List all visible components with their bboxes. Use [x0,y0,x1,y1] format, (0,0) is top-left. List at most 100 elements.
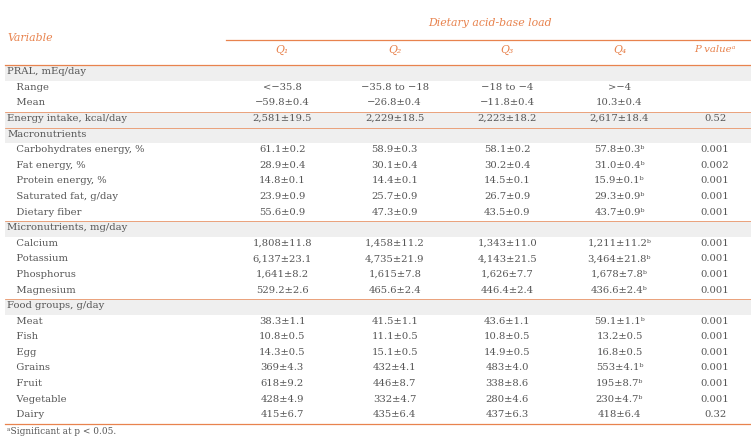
Text: 3,464±21.8ᵇ: 3,464±21.8ᵇ [588,254,651,263]
Text: 2,223±18.2: 2,223±18.2 [478,114,537,123]
Text: Fruit: Fruit [8,379,42,388]
Text: 43.7±0.9ᵇ: 43.7±0.9ᵇ [594,208,644,217]
Text: 28.9±0.4: 28.9±0.4 [259,161,305,170]
Text: 446.4±2.4: 446.4±2.4 [481,286,534,294]
Text: 195±8.7ᵇ: 195±8.7ᵇ [596,379,643,388]
Bar [5,221,752,237]
Text: 1,458±11.2: 1,458±11.2 [365,239,425,248]
Text: 230±4.7ᵇ: 230±4.7ᵇ [596,395,643,404]
Text: 0.001: 0.001 [701,332,729,341]
Text: 47.3±0.9: 47.3±0.9 [371,208,418,217]
Text: 2,581±19.5: 2,581±19.5 [253,114,312,123]
Text: Energy intake, kcal/day: Energy intake, kcal/day [8,114,127,123]
Text: 1,615±7.8: 1,615±7.8 [368,270,421,279]
Text: 483±4.0: 483±4.0 [485,364,529,372]
Text: 436.6±2.4ᵇ: 436.6±2.4ᵇ [591,286,648,294]
Text: 0.001: 0.001 [701,348,729,357]
Text: 1,211±11.2ᵇ: 1,211±11.2ᵇ [587,239,651,248]
Text: 14.4±0.1: 14.4±0.1 [371,177,418,185]
Text: 0.001: 0.001 [701,192,729,201]
Text: 428±4.9: 428±4.9 [261,395,304,404]
Text: Q₃: Q₃ [501,46,514,56]
Text: 435±6.4: 435±6.4 [373,410,417,419]
Text: 4,735±21.9: 4,735±21.9 [365,254,424,263]
Text: Phosphorus: Phosphorus [8,270,76,279]
Text: 25.7±0.9: 25.7±0.9 [371,192,418,201]
Text: 0.001: 0.001 [701,317,729,326]
Text: 0.001: 0.001 [701,239,729,248]
Text: Egg: Egg [8,348,37,357]
Text: 10.8±0.5: 10.8±0.5 [484,332,530,341]
Text: 0.001: 0.001 [701,379,729,388]
Text: 14.5±0.1: 14.5±0.1 [484,177,530,185]
Text: 338±8.6: 338±8.6 [486,379,529,388]
Text: 0.52: 0.52 [704,114,726,123]
Text: 0.001: 0.001 [701,270,729,279]
Text: 59.1±1.1ᵇ: 59.1±1.1ᵇ [594,317,645,326]
Text: Vegetable: Vegetable [8,395,67,404]
Text: Fish: Fish [8,332,38,341]
Text: −35.8 to −18: −35.8 to −18 [361,83,429,92]
Text: 30.1±0.4: 30.1±0.4 [371,161,418,170]
Text: 1,808±11.8: 1,808±11.8 [253,239,312,248]
Text: Variable: Variable [8,33,53,43]
Text: <−35.8: <−35.8 [263,83,302,92]
Text: 332±4.7: 332±4.7 [373,395,417,404]
Text: 0.001: 0.001 [701,364,729,372]
Text: −18 to −4: −18 to −4 [481,83,533,92]
Text: 0.001: 0.001 [701,177,729,185]
Text: 529.2±2.6: 529.2±2.6 [256,286,308,294]
Text: Calcium: Calcium [8,239,59,248]
Text: 2,229±18.5: 2,229±18.5 [365,114,424,123]
Text: 29.3±0.9ᵇ: 29.3±0.9ᵇ [594,192,644,201]
Text: 58.1±0.2: 58.1±0.2 [484,145,530,154]
Text: 1,626±7.7: 1,626±7.7 [481,270,533,279]
Text: 14.8±0.1: 14.8±0.1 [259,177,306,185]
Text: P valueᵃ: P valueᵃ [694,46,735,54]
Text: 446±8.7: 446±8.7 [373,379,417,388]
Bar [5,112,752,128]
Text: 0.32: 0.32 [704,410,726,419]
Text: 6,137±23.1: 6,137±23.1 [253,254,312,263]
Text: Grains: Grains [8,364,50,372]
Text: Q₂: Q₂ [388,46,402,56]
Text: 553±4.1ᵇ: 553±4.1ᵇ [596,364,643,372]
Text: 0.002: 0.002 [701,161,729,170]
Text: 43.5±0.9: 43.5±0.9 [484,208,530,217]
Text: 16.8±0.5: 16.8±0.5 [596,348,643,357]
Text: PRAL, mEq/day: PRAL, mEq/day [8,67,86,76]
Text: 30.2±0.4: 30.2±0.4 [484,161,530,170]
Text: 0.001: 0.001 [701,286,729,294]
Bar [5,299,752,315]
Text: −11.8±0.4: −11.8±0.4 [480,99,535,107]
Text: 1,641±8.2: 1,641±8.2 [256,270,309,279]
Text: Q₁: Q₁ [276,46,289,56]
Text: Food groups, g/day: Food groups, g/day [8,301,105,310]
Text: Fat energy, %: Fat energy, % [8,161,86,170]
Text: −26.8±0.4: −26.8±0.4 [368,99,422,107]
Text: 618±9.2: 618±9.2 [261,379,304,388]
Bar [5,128,752,143]
Text: 14.9±0.5: 14.9±0.5 [484,348,530,357]
Text: Magnesium: Magnesium [8,286,76,294]
Text: 437±6.3: 437±6.3 [486,410,529,419]
Text: 415±6.7: 415±6.7 [261,410,304,419]
Text: 432±4.1: 432±4.1 [373,364,417,372]
Text: 11.1±0.5: 11.1±0.5 [371,332,418,341]
Text: 4,143±21.5: 4,143±21.5 [478,254,537,263]
Text: Dairy: Dairy [8,410,44,419]
Text: Saturated fat, g/day: Saturated fat, g/day [8,192,118,201]
Text: Potassium: Potassium [8,254,68,263]
Text: Mean: Mean [8,99,46,107]
Text: Range: Range [8,83,50,92]
Text: −59.8±0.4: −59.8±0.4 [255,99,310,107]
Text: 465.6±2.4: 465.6±2.4 [368,286,421,294]
Text: ᵃSignificant at p < 0.05.: ᵃSignificant at p < 0.05. [8,427,117,436]
Text: 0.001: 0.001 [701,208,729,217]
Text: Micronutrients, mg/day: Micronutrients, mg/day [8,223,128,232]
Text: 0.001: 0.001 [701,254,729,263]
Text: 10.3±0.4: 10.3±0.4 [596,99,643,107]
Text: Dietary acid-base load: Dietary acid-base load [429,18,552,28]
Text: 418±6.4: 418±6.4 [598,410,641,419]
Text: >−4: >−4 [608,83,631,92]
